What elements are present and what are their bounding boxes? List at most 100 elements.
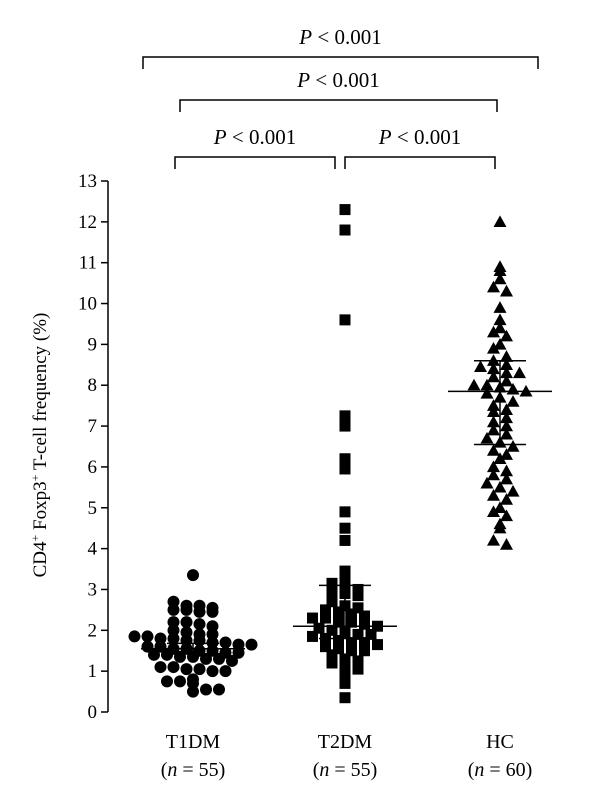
data-point-t2dm	[326, 657, 338, 669]
data-point-t1dm	[187, 569, 199, 582]
data-point-t2dm	[339, 677, 351, 689]
data-point-t1dm	[154, 661, 167, 674]
data-point-hc	[500, 366, 513, 379]
data-point-hc	[493, 337, 507, 350]
data-point-t2dm	[313, 622, 325, 634]
data-point-t2dm	[339, 420, 351, 432]
data-point-hc	[487, 415, 500, 428]
data-point-hc	[493, 480, 507, 493]
data-point-t2dm	[339, 565, 351, 577]
p-value-label: P < 0.001	[296, 68, 379, 92]
data-point-t2dm	[359, 610, 370, 622]
data-point-t1dm	[193, 663, 206, 676]
data-point-hc	[487, 533, 500, 546]
y-tick-label: 9	[88, 334, 98, 355]
sample-size-label: (n = 55)	[313, 759, 378, 781]
category-label: T1DM	[166, 731, 221, 753]
data-point-hc	[487, 468, 500, 481]
data-point-hc	[500, 329, 513, 342]
data-point-t2dm	[339, 692, 351, 704]
data-point-hc	[500, 538, 513, 550]
data-point-t2dm	[359, 645, 370, 657]
mean-sem-bars	[141, 359, 552, 655]
data-point-t1dm	[161, 675, 173, 688]
data-point-hc	[500, 509, 513, 522]
data-point-t2dm	[320, 604, 331, 616]
y-tick-label: 0	[88, 702, 98, 723]
data-point-hc	[487, 341, 500, 354]
data-point-hc	[487, 444, 500, 456]
data-point-hc	[487, 460, 500, 473]
data-point-t1dm	[206, 601, 219, 614]
data-point-t2dm	[339, 410, 351, 422]
data-point-t1dm	[206, 620, 219, 633]
data-point-hc	[480, 386, 494, 399]
y-axis-title: CD4+ Foxp3+ T-cell frequency (%)	[28, 313, 51, 578]
data-point-t2dm	[320, 612, 331, 624]
data-point-hc	[487, 399, 500, 411]
data-point-hc	[487, 505, 500, 518]
data-point-hc	[493, 301, 507, 313]
significance-bracket	[174, 156, 336, 169]
data-point-t2dm	[372, 639, 383, 651]
category-labels: T1DM (n = 55) T2DM (n = 55) HC (n = 60)	[161, 731, 533, 781]
data-point-hc	[500, 464, 513, 477]
data-point-hc	[500, 493, 513, 505]
y-tick-label: 8	[88, 375, 98, 396]
data-point-t2dm	[339, 314, 351, 326]
data-point-hc	[493, 272, 507, 285]
data-point-hc	[493, 501, 507, 513]
data-point-hc	[500, 350, 513, 362]
data-point-t1dm	[141, 630, 154, 643]
data-point-t1dm	[154, 632, 167, 645]
data-point-t2dm	[346, 637, 357, 649]
y-tick-label: 4	[88, 539, 98, 560]
data-point-t2dm	[333, 606, 344, 618]
significance-bracket	[179, 99, 498, 112]
data-point-t2dm	[352, 590, 364, 602]
category-label: T2DM	[318, 731, 373, 753]
data-point-t1dm	[200, 652, 212, 665]
data-point-t2dm	[352, 628, 364, 640]
data-point-hc	[493, 313, 507, 326]
data-point-hc	[500, 448, 513, 460]
data-point-t1dm	[219, 636, 232, 649]
data-point-t2dm	[339, 667, 351, 679]
data-point-hc	[493, 260, 507, 272]
data-point-t2dm	[326, 624, 338, 636]
data-point-t2dm	[326, 586, 338, 598]
sample-size-label: (n = 60)	[468, 759, 533, 781]
y-tick-label: 6	[88, 457, 98, 478]
data-point-hc	[500, 284, 513, 297]
data-point-t1dm	[219, 646, 232, 659]
data-point-t2dm	[339, 522, 351, 534]
data-point-t2dm	[307, 612, 318, 624]
data-point-hc	[506, 484, 520, 497]
p-value-label: P < 0.001	[378, 125, 461, 149]
data-point-t2dm	[359, 618, 370, 630]
data-point-t1dm	[193, 644, 206, 657]
data-point-hc	[487, 325, 500, 338]
data-point-hc	[474, 360, 487, 373]
data-point-t2dm	[346, 645, 357, 657]
data-point-t1dm	[180, 626, 193, 639]
data-point-hc	[500, 374, 513, 387]
data-point-t2dm	[326, 577, 338, 589]
p-value-label: P < 0.001	[213, 125, 296, 149]
data-point-t2dm	[352, 655, 364, 667]
data-point-t1dm	[167, 595, 180, 608]
data-point-t1dm	[148, 648, 160, 661]
y-tick-label: 10	[78, 294, 97, 315]
y-tick-label: 1	[88, 661, 98, 682]
data-point-t2dm	[326, 649, 338, 661]
data-point-hc	[500, 403, 513, 415]
data-point-hc	[493, 517, 507, 530]
y-tick-label: 3	[88, 579, 98, 600]
data-point-t1dm	[232, 638, 245, 651]
data-point-t1dm	[193, 618, 206, 631]
data-point-hc	[500, 419, 513, 432]
data-point-hc	[500, 358, 513, 371]
data-point-t2dm	[352, 663, 364, 675]
